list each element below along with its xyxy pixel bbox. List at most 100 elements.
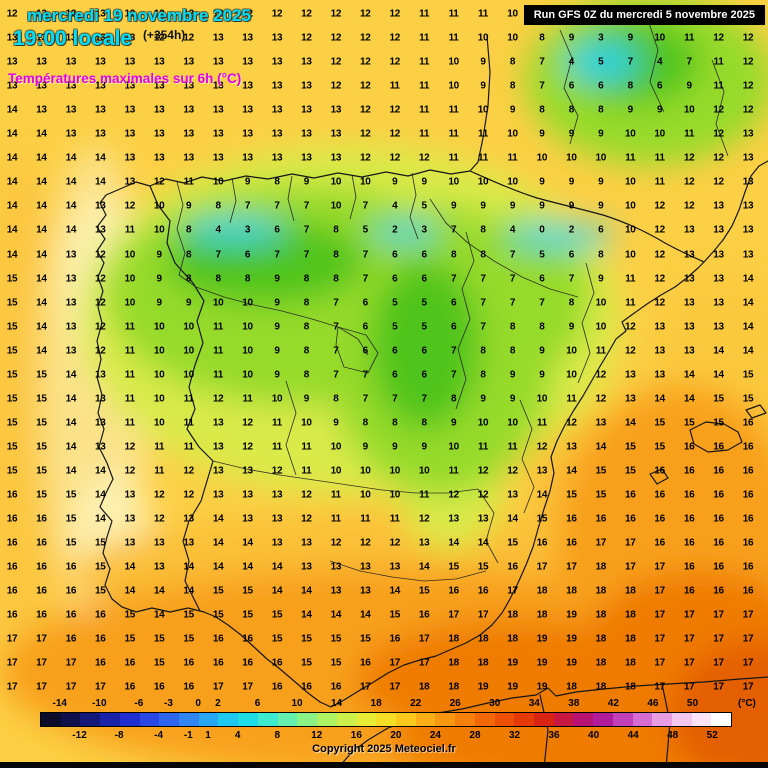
temp-value: 7 — [362, 249, 369, 260]
region-border — [335, 326, 379, 374]
temp-value: 14 — [713, 369, 724, 381]
temp-value: 7 — [539, 80, 545, 92]
scale-color-segment — [573, 713, 594, 726]
temp-value: 12 — [183, 489, 194, 501]
temp-value: 11 — [448, 8, 459, 20]
temp-value: 12 — [242, 417, 253, 429]
temp-value: 10 — [477, 176, 489, 188]
temp-value: 13 — [212, 128, 224, 140]
temp-value: 16 — [6, 585, 18, 597]
temp-value: 12 — [742, 80, 754, 92]
temp-value: 18 — [536, 585, 548, 597]
temp-value: 13 — [95, 56, 106, 68]
temp-value: 8 — [362, 417, 369, 429]
temp-value: 14 — [742, 297, 754, 309]
temp-value: 10 — [566, 152, 577, 164]
temp-value: 13 — [242, 56, 253, 68]
temp-value: 16 — [36, 585, 47, 597]
temp-value: 14 — [6, 249, 18, 260]
temp-value: 9 — [480, 80, 486, 92]
temp-value: 12 — [713, 152, 724, 164]
temp-value: 9 — [274, 321, 280, 333]
temp-value: 12 — [477, 489, 489, 501]
temp-value: 12 — [566, 417, 577, 429]
temp-value: 10 — [654, 128, 665, 140]
temp-value: 16 — [713, 489, 724, 501]
temp-value: 14 — [477, 537, 489, 549]
temp-value: 8 — [185, 224, 192, 236]
temp-value: 17 — [36, 633, 47, 645]
temp-value: 18 — [595, 561, 607, 573]
temp-value: 11 — [419, 56, 430, 68]
temp-value: 11 — [124, 321, 135, 333]
temp-value: 8 — [598, 104, 604, 116]
temp-value: 13 — [271, 32, 283, 44]
temp-value: 14 — [95, 489, 106, 501]
temp-value: 16 — [6, 609, 18, 621]
temp-value: 13 — [271, 128, 283, 140]
temp-value: 12 — [360, 8, 371, 20]
temp-value: 17 — [389, 681, 400, 693]
temp-value: 15 — [36, 393, 47, 405]
temp-value: 11 — [301, 441, 312, 453]
temp-value: 11 — [419, 8, 430, 20]
temp-value: 11 — [448, 128, 459, 140]
temp-value: 11 — [625, 297, 636, 309]
temp-value: 15 — [330, 657, 342, 669]
temp-value: 15 — [389, 609, 400, 621]
temp-value: 17 — [242, 681, 253, 693]
temp-value: 10 — [360, 176, 371, 188]
temp-value: 19 — [536, 681, 548, 693]
scale-color-segment — [533, 713, 554, 726]
temp-value: 4 — [215, 224, 221, 236]
temp-value: 17 — [418, 657, 430, 669]
temp-value: 10 — [595, 297, 607, 309]
temp-value: 7 — [421, 393, 428, 405]
temp-value: 17 — [654, 585, 665, 597]
temp-value: 17 — [65, 657, 77, 669]
temp-value: 7 — [303, 249, 310, 260]
temp-value: 16 — [742, 585, 754, 597]
temp-value: 17 — [742, 681, 754, 693]
temp-value: 13 — [301, 537, 312, 549]
temp-value: 13 — [65, 345, 77, 357]
temp-value: 19 — [566, 657, 577, 669]
temp-value: 12 — [742, 32, 754, 44]
temp-value: 4 — [509, 224, 516, 236]
temp-value: 10 — [242, 321, 253, 333]
temp-value: 10 — [418, 465, 430, 477]
temp-value: 17 — [624, 561, 636, 573]
temp-value: 13 — [212, 489, 224, 501]
temp-value: 17 — [683, 609, 695, 621]
temp-value: 12 — [301, 32, 312, 44]
temp-value: 11 — [124, 224, 135, 236]
temp-value: 17 — [6, 681, 18, 693]
temp-value: 17 — [477, 609, 489, 621]
temp-value: 14 — [536, 489, 548, 501]
temp-value: 17 — [713, 633, 724, 645]
temp-value: 12 — [683, 176, 695, 188]
scale-color-segment — [336, 713, 357, 726]
scale-bottom-labels: -12 -8 -4 -1 1 4 8 12 16 20 24 28 32 36 40 44 48 52 — [40, 730, 732, 742]
temp-value: 8 — [450, 249, 457, 260]
temp-value: 7 — [480, 297, 486, 309]
temp-value: 7 — [450, 369, 457, 381]
temp-value: 4 — [392, 200, 398, 212]
temp-value: 10 — [477, 417, 489, 429]
temp-value: 8 — [509, 80, 516, 92]
temp-value: 13 — [301, 152, 312, 164]
temp-value: 14 — [36, 273, 47, 285]
temp-value: 12 — [212, 8, 224, 20]
temp-value: 6 — [392, 369, 398, 381]
temp-value: 17 — [654, 633, 665, 645]
temp-value: 10 — [566, 345, 577, 357]
temp-value: 13 — [65, 249, 77, 260]
temp-value: 14 — [683, 369, 695, 381]
temp-value: 17 — [624, 537, 636, 549]
temp-value: 18 — [624, 585, 636, 597]
temp-value: 12 — [389, 56, 400, 68]
temp-value: 11 — [330, 513, 341, 525]
temp-value: 13 — [713, 200, 724, 212]
temp-value: 9 — [627, 104, 634, 116]
